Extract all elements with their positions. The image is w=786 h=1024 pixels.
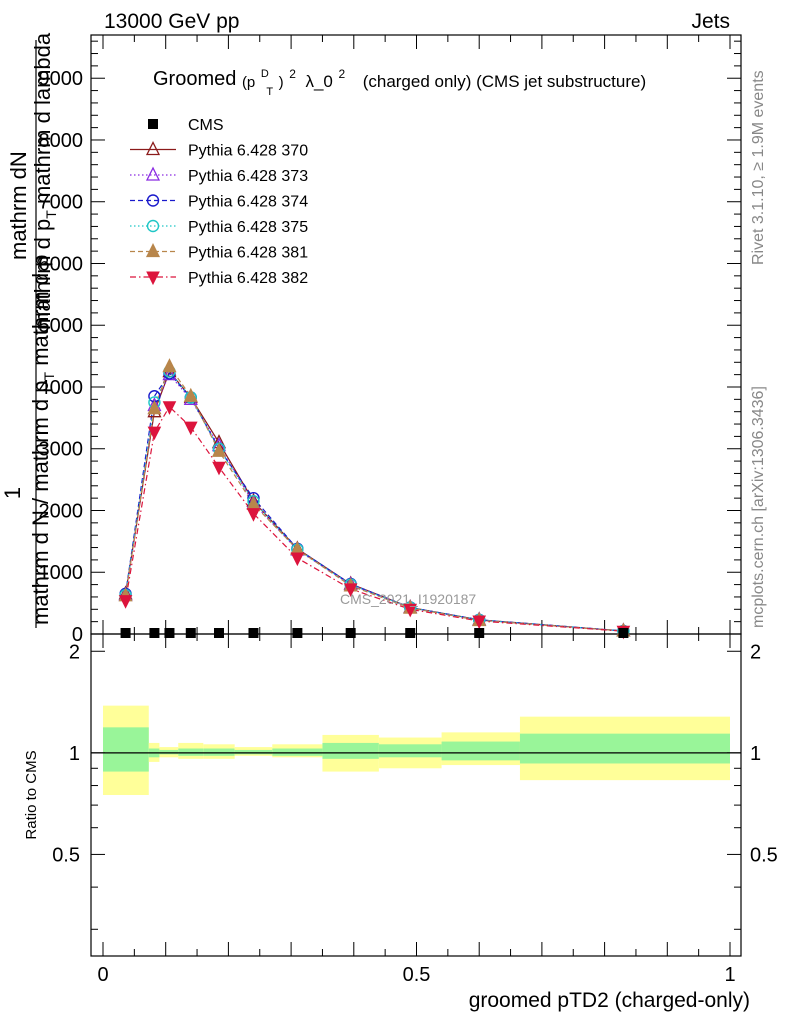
y-tick-label-main: 4000 <box>39 377 84 399</box>
y-tick-label-main: 7000 <box>39 192 84 214</box>
watermark: CMS_2021_I1920187 <box>340 591 476 607</box>
y-tick-label-main: 1000 <box>39 562 84 584</box>
axes: 0 0.5 1 0 1000 2000 3000 4000 5000 6000 7000 8000 90… <box>39 35 778 986</box>
series-point <box>162 358 177 373</box>
y-tick-label-main: 9000 <box>39 68 84 90</box>
cms-point <box>164 628 175 638</box>
ratio-inner-band <box>378 744 442 758</box>
legend-marker <box>148 119 158 129</box>
series-point <box>147 426 162 441</box>
legend: CMS Pythia 6.428 370 Pythia 6.428 373 Pythi… <box>130 117 308 287</box>
series-point <box>183 421 198 436</box>
ratio-inner-band <box>178 748 204 756</box>
series-point <box>211 442 227 457</box>
cms-point <box>474 628 485 638</box>
series-point <box>147 400 162 415</box>
rivet-label: Rivet 3.1.10, ≥ 1.9M events <box>750 70 767 265</box>
legend-label: Pythia 6.428 373 <box>188 168 308 185</box>
svg-text:mathrm dN: mathrm dN <box>6 151 31 260</box>
y-tick-label-ratio: 1 <box>69 743 80 765</box>
category-label: Jets <box>691 10 730 33</box>
series-point <box>403 603 418 618</box>
legend-label: Pythia 6.428 381 <box>188 245 308 262</box>
plot-title: Groomed (p D T ) 2 λ_0 2 (charged only) … <box>153 60 646 100</box>
svg-text:mathrm d pT mathrm d lambda: mathrm d pT mathrm d lambda <box>30 32 59 330</box>
svg-text:1: 1 <box>0 487 25 499</box>
legend-label: Pythia 6.428 375 <box>188 219 308 236</box>
series-point <box>290 552 305 567</box>
legend-marker <box>146 219 160 233</box>
legend-label: Pythia 6.428 382 <box>188 270 308 287</box>
y-tick-label-main: 5000 <box>39 315 84 337</box>
cms-point <box>292 628 303 638</box>
x-tick-label: 1 <box>724 964 735 986</box>
ratio-inner-band <box>203 748 235 756</box>
y-tick-label-ratio-right: 2 <box>750 641 761 663</box>
svg-text:mathrm d N / mathrm d pT mathr: mathrm d N / mathrm d pT mathrm d p <box>28 255 57 625</box>
y-tick-label-main: 6000 <box>39 253 84 275</box>
cms-point <box>149 628 160 638</box>
legend-label: Pythia 6.428 374 <box>188 194 308 211</box>
y-tick-label-ratio-right: 1 <box>750 743 761 765</box>
cms-point <box>618 628 629 638</box>
y-tick-label-ratio-right: 0.5 <box>750 844 778 866</box>
legend-label: Pythia 6.428 370 <box>188 143 308 160</box>
ratio-inner-band <box>322 742 379 759</box>
y-tick-label-main: 0 <box>72 624 83 646</box>
ratio-inner-band <box>272 748 323 756</box>
cms-point <box>213 628 224 638</box>
energy-label: 13000 GeV pp <box>104 10 239 33</box>
ratio-inner-band <box>441 741 520 761</box>
legend-marker <box>146 271 160 286</box>
y-tick-label-ratio: 2 <box>69 641 80 663</box>
ratio-inner-band <box>519 733 730 764</box>
legend-marker <box>145 166 161 181</box>
ratio-inner-band <box>103 727 149 772</box>
x-tick-label: 0 <box>97 964 108 986</box>
cms-point <box>120 628 131 638</box>
cms-point <box>345 628 356 638</box>
ratio-inner-band <box>159 749 179 755</box>
markers <box>118 358 631 640</box>
y-tick-label-main: 3000 <box>39 439 84 461</box>
legend-marker <box>145 141 161 156</box>
series-point <box>472 615 487 630</box>
main-y-label: mathrm dN mathrm d pT mathrm d lambda 1 … <box>0 32 59 628</box>
series-point <box>162 401 177 415</box>
legend-label: CMS <box>188 117 224 134</box>
series-point <box>343 583 358 598</box>
y-tick-label-main: 2000 <box>39 500 84 522</box>
legend-marker <box>145 243 161 258</box>
y-tick-label-main: 8000 <box>39 130 84 152</box>
ratio-bands <box>91 705 741 795</box>
x-axis-label: groomed pTD2 (charged-only) <box>469 989 750 1012</box>
cms-point <box>248 628 259 638</box>
ratio-y-label: Ratio to CMS <box>23 750 40 839</box>
cms-point <box>185 628 196 638</box>
legend-marker <box>146 194 160 207</box>
cms-point <box>405 628 416 638</box>
svg-text:Groomed (p D: Groomed (p D T ) 2 λ_0 2 (charged only) … <box>153 60 646 100</box>
ratio-panel-frame <box>90 633 742 957</box>
ratio-inner-band <box>234 749 273 755</box>
y-tick-label-ratio: 0.5 <box>52 844 80 866</box>
series-point <box>212 461 226 476</box>
x-tick-label: 0.5 <box>403 964 431 986</box>
series-point <box>162 366 177 381</box>
series-line <box>124 405 624 632</box>
series-point <box>118 595 133 609</box>
mcplots-label: mcplots.cern.ch [arXiv:1306.3436] <box>750 386 767 628</box>
series-point <box>183 387 198 402</box>
series-point <box>246 508 261 522</box>
